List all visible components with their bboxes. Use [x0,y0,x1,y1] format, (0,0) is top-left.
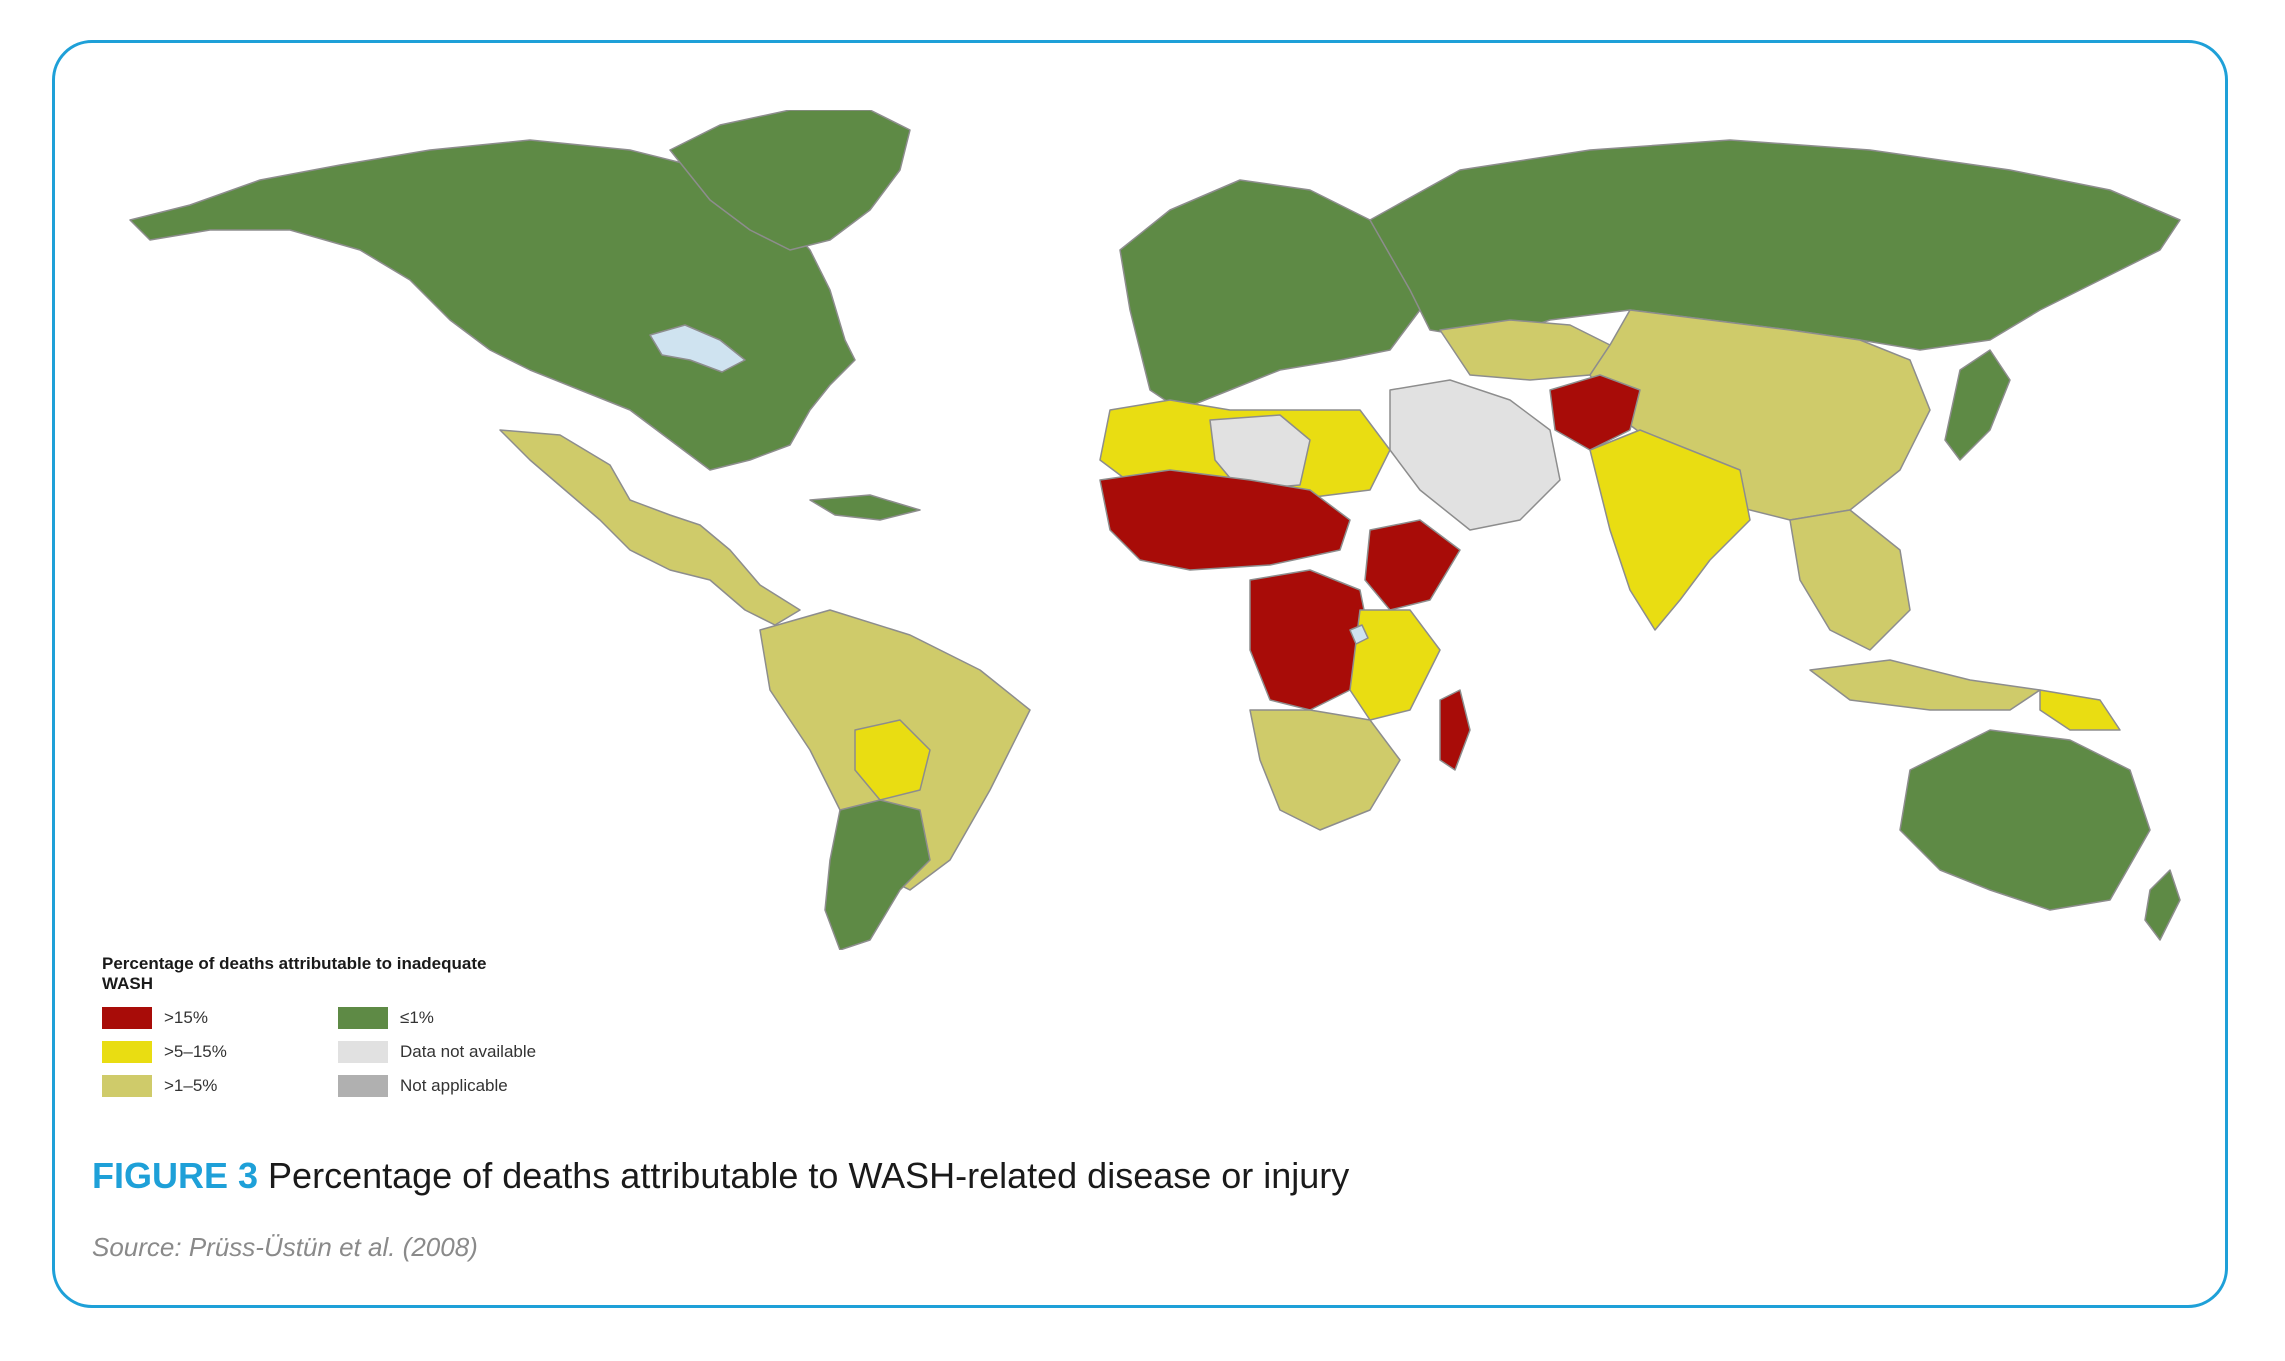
region-great-lakes [649,324,746,373]
legend-item-over-15: >15% [102,1006,208,1030]
figure-caption-text: Percentage of deaths attributable to WAS… [268,1155,1350,1196]
region-bolivia [854,719,931,801]
legend-label: >1–5% [164,1076,218,1095]
figure-caption: FIGURE 3 Percentage of deaths attributab… [92,1155,2092,1197]
legend-item-not-applicable: Not applicable [338,1074,508,1098]
region-indonesia [1809,659,2041,711]
map-legend: Percentage of deaths attributable to ina… [102,954,742,1114]
world-map [129,110,2181,950]
legend-swatch [338,1041,388,1063]
region-mexico [499,429,801,626]
figure-number: FIGURE 3 [92,1155,259,1196]
region-libya [1209,414,1311,491]
region-north-america [129,139,856,471]
region-europe [1119,179,1421,411]
legend-title: Percentage of deaths attributable to ina… [102,954,487,993]
region-png [2039,689,2121,731]
region-southern-cone [824,799,931,950]
region-caribbean [809,494,921,521]
region-afghanistan [1549,374,1641,451]
region-east-africa [1349,609,1441,721]
figure-source: Source: Prüss-Üstün et al. (2008) [92,1232,478,1262]
region-greenland [669,110,911,251]
region-madagascar [1439,689,1471,771]
legend-label: Data not available [400,1042,537,1061]
region-sahel [1099,469,1351,571]
region-middle-east [1389,379,1561,531]
region-australia [1899,729,2151,911]
legend-swatch [102,1041,152,1063]
legend-swatch [338,1007,388,1029]
legend-item-5-15: >5–15% [102,1040,227,1064]
region-central-asia [1439,319,1611,381]
legend-item-1-5: >1–5% [102,1074,217,1098]
legend-label: ≤1% [400,1008,434,1027]
region-new-zealand [2144,869,2181,941]
legend-label: Not applicable [400,1076,508,1095]
region-southeast-asia [1789,509,1911,651]
legend-item-no-data: Data not available [338,1040,536,1064]
region-southern-africa [1249,709,1401,831]
region-south-asia [1589,429,1751,631]
legend-swatch [102,1075,152,1097]
legend-swatch [102,1007,152,1029]
legend-swatch [338,1075,388,1097]
region-lake-victoria [1349,624,1369,645]
legend-label: >15% [164,1008,208,1027]
region-japan [1944,349,2011,461]
legend-item-le-1: ≤1% [338,1006,434,1030]
legend-label: >5–15% [164,1042,227,1061]
region-horn-of-africa [1364,519,1461,611]
region-russia [1369,139,2181,351]
